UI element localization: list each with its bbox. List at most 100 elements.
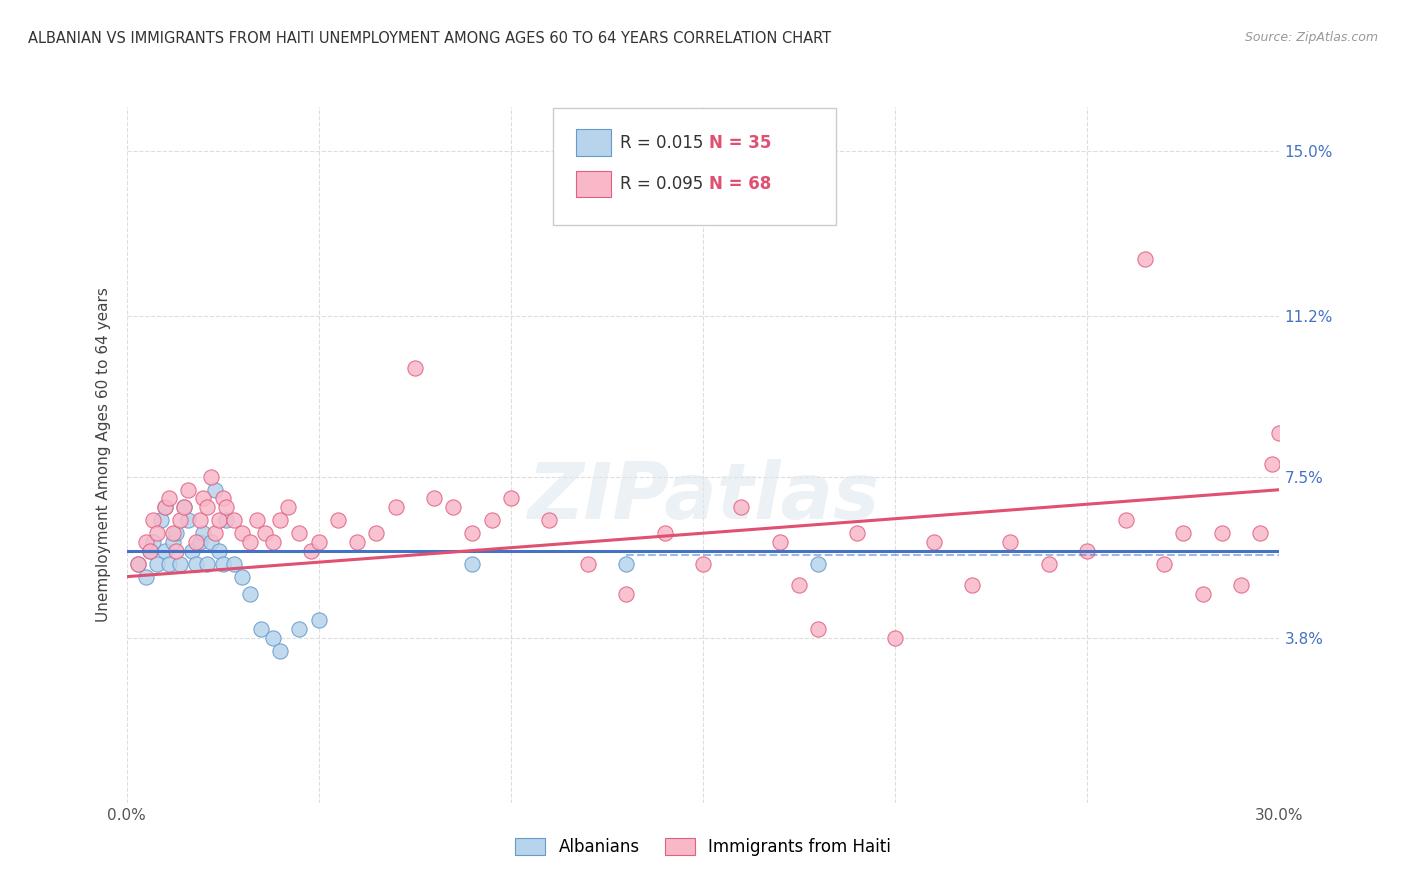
Point — [200, 469, 222, 483]
Point — [193, 491, 215, 506]
Point — [177, 513, 200, 527]
Point — [614, 557, 637, 571]
Point — [441, 500, 464, 514]
Point — [1076, 543, 1098, 558]
Point — [299, 543, 322, 558]
Text: R = 0.095: R = 0.095 — [620, 175, 703, 194]
Text: N = 68: N = 68 — [709, 175, 770, 194]
Point — [1211, 526, 1233, 541]
Point — [138, 543, 160, 558]
Point — [127, 557, 149, 571]
Point — [204, 483, 226, 497]
Text: ALBANIAN VS IMMIGRANTS FROM HAITI UNEMPLOYMENT AMONG AGES 60 TO 64 YEARS CORRELA: ALBANIAN VS IMMIGRANTS FROM HAITI UNEMPL… — [28, 31, 831, 46]
Point — [238, 534, 260, 549]
Point — [481, 513, 503, 527]
Point — [153, 500, 176, 514]
Point — [146, 526, 169, 541]
Point — [308, 613, 330, 627]
Text: Source: ZipAtlas.com: Source: ZipAtlas.com — [1244, 31, 1378, 45]
Point — [845, 526, 868, 541]
Point — [807, 557, 830, 571]
Point — [166, 526, 188, 541]
Point — [211, 557, 233, 571]
Point — [253, 526, 276, 541]
Point — [169, 513, 191, 527]
Point — [169, 557, 191, 571]
Point — [1268, 426, 1291, 441]
Point — [231, 526, 253, 541]
Text: R = 0.015: R = 0.015 — [620, 134, 703, 152]
Point — [142, 513, 165, 527]
Point — [211, 491, 233, 506]
Point — [157, 557, 180, 571]
Point — [288, 526, 311, 541]
Point — [162, 534, 184, 549]
Point — [150, 513, 173, 527]
Point — [1115, 513, 1137, 527]
Point — [1261, 457, 1284, 471]
Point — [193, 526, 215, 541]
Point — [384, 500, 406, 514]
Point — [231, 570, 253, 584]
Point — [730, 500, 752, 514]
Point — [884, 631, 907, 645]
Point — [262, 631, 284, 645]
Point — [1000, 534, 1022, 549]
Point — [195, 557, 218, 571]
Point — [1133, 252, 1156, 267]
Point — [215, 513, 238, 527]
FancyBboxPatch shape — [553, 109, 835, 226]
Point — [180, 543, 202, 558]
Point — [769, 534, 792, 549]
Point — [184, 557, 207, 571]
Point — [461, 526, 484, 541]
Point — [366, 526, 388, 541]
Point — [654, 526, 676, 541]
Point — [200, 534, 222, 549]
Point — [262, 534, 284, 549]
Point — [1038, 557, 1060, 571]
Point — [162, 526, 184, 541]
Point — [346, 534, 368, 549]
Text: N = 35: N = 35 — [709, 134, 770, 152]
Point — [224, 513, 246, 527]
Point — [127, 557, 149, 571]
Point — [1249, 526, 1271, 541]
Point — [157, 491, 180, 506]
Point — [204, 526, 226, 541]
Point — [153, 543, 176, 558]
Point — [188, 513, 211, 527]
Point — [208, 513, 231, 527]
Point — [135, 570, 157, 584]
Point — [166, 543, 188, 558]
Point — [250, 622, 273, 636]
Point — [146, 557, 169, 571]
Point — [308, 534, 330, 549]
Point — [195, 500, 218, 514]
Point — [246, 513, 269, 527]
Point — [1230, 578, 1253, 592]
Legend: Albanians, Immigrants from Haiti: Albanians, Immigrants from Haiti — [506, 830, 900, 864]
Point — [208, 543, 231, 558]
Point — [499, 491, 522, 506]
Point — [576, 557, 599, 571]
Point — [922, 534, 945, 549]
Point — [288, 622, 311, 636]
Point — [1153, 557, 1175, 571]
Point — [960, 578, 983, 592]
Point — [224, 557, 246, 571]
Point — [177, 483, 200, 497]
Point — [173, 500, 195, 514]
Point — [807, 622, 830, 636]
Text: ZIPatlas: ZIPatlas — [527, 458, 879, 534]
Point — [138, 543, 160, 558]
Point — [787, 578, 810, 592]
Point — [277, 500, 299, 514]
Y-axis label: Unemployment Among Ages 60 to 64 years: Unemployment Among Ages 60 to 64 years — [96, 287, 111, 623]
Point — [538, 513, 561, 527]
Point — [461, 557, 484, 571]
FancyBboxPatch shape — [576, 129, 610, 156]
Point — [423, 491, 446, 506]
Point — [184, 534, 207, 549]
Point — [215, 500, 238, 514]
